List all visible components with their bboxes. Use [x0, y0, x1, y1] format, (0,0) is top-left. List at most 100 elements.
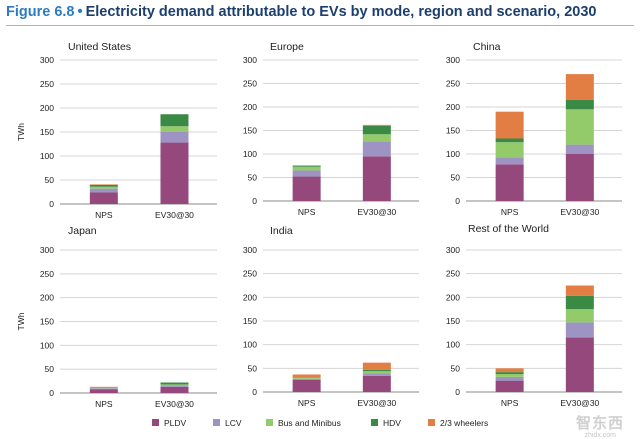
title-divider	[6, 25, 634, 26]
y-tick-label: 150	[40, 317, 54, 327]
figure-title: Figure 6.8 • Electricity demand attributab…	[6, 4, 596, 20]
y-tick-label: 50	[451, 173, 461, 183]
legend-swatch	[213, 419, 220, 426]
watermark-logo: 智东西	[575, 415, 624, 432]
y-tick-label: 0	[49, 199, 54, 209]
bar-segment	[495, 142, 524, 158]
y-tick-label: 100	[243, 340, 257, 350]
panel-title: United States	[68, 41, 131, 53]
panel-title: China	[473, 41, 501, 53]
x-tick-label: EV30@30	[357, 207, 396, 217]
y-axis-label: TWh	[16, 123, 26, 141]
bar-segment	[292, 379, 321, 392]
y-tick-label: 300	[243, 245, 257, 255]
legend-label: HDV	[383, 418, 401, 428]
chart-panel-2: China 0 50 100 150 200 250 300 NPS EV30@30	[446, 41, 622, 217]
x-tick-label: EV30@30	[560, 398, 599, 408]
legend-swatch	[428, 419, 435, 426]
bar-segment	[362, 125, 391, 135]
bar-segment	[160, 382, 189, 385]
legend-label: PLDV	[164, 418, 187, 428]
bar-segment	[495, 372, 524, 375]
title-bullet: •	[77, 4, 83, 20]
bar-segment	[495, 374, 524, 377]
bar-segment	[565, 99, 594, 110]
y-tick-label: 300	[446, 55, 460, 65]
bar-segment	[362, 362, 391, 370]
legend-item: 2/3 wheelers	[428, 418, 488, 428]
bar-segment	[362, 134, 391, 142]
x-tick-label: EV30@30	[155, 210, 194, 220]
bar-segment	[565, 154, 594, 201]
bar-segment	[362, 369, 391, 372]
panel-title: Rest of the World	[468, 223, 549, 235]
bar-segment	[495, 380, 524, 392]
x-tick-label: NPS	[95, 399, 113, 409]
y-tick-label: 0	[49, 388, 54, 398]
y-axis-label: TWh	[16, 312, 26, 330]
bar-segment	[292, 166, 321, 171]
y-tick-label: 200	[446, 102, 460, 112]
figure-title-text: Electricity demand attributable to EVs b…	[85, 4, 597, 20]
y-tick-label: 150	[446, 316, 460, 326]
y-tick-label: 200	[40, 293, 54, 303]
panel-title: Europe	[270, 41, 304, 53]
bar-segment	[89, 186, 118, 189]
legend-item: Bus and Minibus	[266, 418, 341, 428]
y-tick-label: 100	[40, 340, 54, 350]
legend-label: LCV	[225, 418, 242, 428]
bar-segment	[565, 74, 594, 100]
panel-title: Japan	[68, 225, 97, 237]
bar-segment	[565, 337, 594, 392]
chart-panel-0: United States 0 50 100 150 200 250 300 TWh NPS EV3…	[16, 41, 217, 220]
chart-panel-1: Europe 0 50 100 150 200 250 300 NPS EV30@30	[243, 41, 419, 217]
figure-number: Figure 6.8	[6, 4, 75, 20]
y-tick-label: 100	[40, 151, 54, 161]
bar-segment	[292, 170, 321, 177]
y-tick-label: 50	[45, 364, 55, 374]
y-tick-label: 50	[451, 363, 461, 373]
bar-segment	[160, 385, 189, 387]
y-tick-label: 100	[446, 340, 460, 350]
y-tick-label: 250	[40, 79, 54, 89]
panel-title: India	[270, 225, 293, 237]
y-tick-label: 250	[243, 269, 257, 279]
bar-segment	[362, 373, 391, 376]
y-tick-label: 0	[455, 387, 460, 397]
y-tick-label: 0	[252, 387, 257, 397]
legend-swatch	[371, 419, 378, 426]
bar-segment	[89, 192, 118, 204]
bar-segment	[292, 176, 321, 201]
bar-segment	[362, 124, 391, 126]
bar-segment	[292, 165, 321, 167]
y-tick-label: 200	[243, 102, 257, 112]
bar-segment	[89, 388, 118, 390]
x-tick-label: EV30@30	[357, 398, 396, 408]
watermark-url: zhidx.com	[584, 432, 616, 439]
chart-panel-5: Rest of the World 0 50 100 150 200 250 300 NPS EV…	[446, 223, 622, 408]
bar-segment	[565, 109, 594, 145]
bar-segment	[89, 184, 118, 187]
chart-panel-3: Japan 0 50 100 150 200 250 300 TWh NPS EV30@30	[16, 225, 217, 409]
bar-segment	[495, 368, 524, 373]
y-tick-label: 300	[40, 55, 54, 65]
y-tick-label: 100	[243, 149, 257, 159]
legend-swatch	[152, 419, 159, 426]
x-tick-label: NPS	[95, 210, 113, 220]
bar-segment	[160, 132, 189, 143]
y-tick-label: 250	[446, 79, 460, 89]
chart-panel-4: India 0 50 100 150 200 250 300 NPS EV30@30	[243, 225, 419, 408]
bar-segment	[292, 374, 321, 378]
bar-segment	[292, 377, 321, 379]
legend-item: PLDV	[152, 418, 186, 428]
bar-segment	[565, 309, 594, 323]
bar-segment	[565, 295, 594, 310]
y-tick-label: 250	[446, 269, 460, 279]
bar-segment	[160, 126, 189, 132]
y-tick-label: 150	[243, 316, 257, 326]
y-tick-label: 300	[243, 55, 257, 65]
x-tick-label: NPS	[298, 398, 316, 408]
y-tick-label: 50	[248, 173, 258, 183]
x-tick-label: EV30@30	[560, 207, 599, 217]
